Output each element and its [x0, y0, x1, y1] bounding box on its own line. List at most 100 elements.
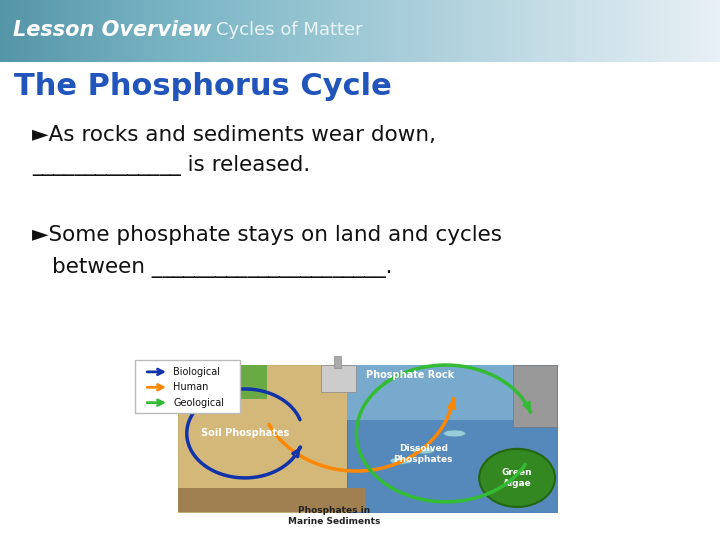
Bar	[317, 0, 320, 62]
Bar	[569, 0, 572, 62]
Bar	[72, 0, 76, 62]
Bar	[382, 0, 385, 62]
Bar	[94, 0, 97, 62]
Bar	[209, 0, 212, 62]
Polygon shape	[178, 365, 365, 512]
Bar	[119, 0, 122, 62]
Bar	[90, 0, 94, 62]
Bar	[65, 0, 68, 62]
Bar	[353, 0, 356, 62]
Bar	[198, 0, 202, 62]
Bar	[684, 0, 688, 62]
Bar	[371, 0, 374, 62]
Bar	[392, 0, 396, 62]
Text: N: N	[8, 5, 45, 48]
Text: The Phosphorus Cycle: The Phosphorus Cycle	[14, 72, 392, 101]
Bar	[493, 0, 497, 62]
Bar	[713, 0, 716, 62]
Text: Lesson Overview: Lesson Overview	[13, 20, 212, 40]
Bar	[511, 0, 515, 62]
Bar	[630, 0, 634, 62]
Bar	[194, 0, 198, 62]
Bar	[619, 0, 623, 62]
Bar	[166, 0, 169, 62]
Bar	[421, 0, 425, 62]
Bar	[277, 0, 281, 62]
Bar	[299, 0, 302, 62]
Bar	[187, 0, 191, 62]
Polygon shape	[348, 365, 557, 512]
Bar	[583, 0, 587, 62]
Ellipse shape	[444, 430, 466, 437]
Bar	[425, 0, 428, 62]
Bar	[266, 0, 270, 62]
Bar	[472, 0, 475, 62]
Bar	[292, 0, 295, 62]
Bar	[634, 0, 637, 62]
Bar	[544, 0, 547, 62]
Bar	[515, 0, 518, 62]
Bar	[130, 0, 133, 62]
Bar	[482, 0, 486, 62]
Bar	[547, 0, 551, 62]
Bar	[40, 0, 43, 62]
Text: ______________ is released.: ______________ is released.	[32, 155, 310, 176]
Bar	[608, 0, 612, 62]
Bar	[50, 0, 54, 62]
Bar	[454, 0, 457, 62]
Bar	[551, 0, 554, 62]
Bar	[173, 0, 176, 62]
Bar	[407, 0, 410, 62]
Bar	[594, 0, 598, 62]
Bar	[302, 0, 306, 62]
Bar	[698, 0, 702, 62]
Bar	[306, 0, 310, 62]
Bar	[637, 0, 641, 62]
Bar	[230, 0, 234, 62]
Bar	[342, 0, 346, 62]
Bar	[666, 0, 670, 62]
Bar	[58, 0, 61, 62]
Bar	[135, 360, 240, 413]
Polygon shape	[334, 365, 365, 386]
Bar	[558, 0, 562, 62]
Text: Green
Algae: Green Algae	[502, 468, 532, 488]
Bar	[263, 0, 266, 62]
Bar	[443, 0, 446, 62]
Bar	[580, 0, 583, 62]
Bar	[428, 0, 432, 62]
Bar	[212, 0, 216, 62]
Bar	[662, 0, 666, 62]
Bar	[641, 0, 644, 62]
Bar	[158, 0, 162, 62]
Bar	[18, 0, 22, 62]
Bar	[436, 0, 439, 62]
Bar	[461, 0, 464, 62]
Bar	[338, 0, 342, 62]
Text: Geological: Geological	[174, 397, 225, 408]
Bar	[540, 0, 544, 62]
Bar	[616, 0, 619, 62]
Bar	[274, 0, 277, 62]
Bar	[162, 0, 166, 62]
Bar	[529, 0, 533, 62]
Bar	[126, 0, 130, 62]
Bar	[137, 0, 140, 62]
Bar	[43, 0, 47, 62]
Bar	[403, 0, 407, 62]
Text: ►As rocks and sediments wear down,: ►As rocks and sediments wear down,	[32, 125, 436, 145]
Bar	[504, 0, 508, 62]
Bar	[29, 0, 32, 62]
Bar	[36, 0, 40, 62]
Bar	[313, 0, 317, 62]
Bar	[331, 0, 335, 62]
Bar	[468, 0, 472, 62]
Bar	[0, 0, 4, 62]
Bar	[180, 0, 184, 62]
Bar	[518, 0, 522, 62]
Bar	[22, 0, 25, 62]
Bar	[659, 0, 662, 62]
Bar	[144, 0, 148, 62]
Bar	[439, 0, 443, 62]
Bar	[11, 0, 14, 62]
